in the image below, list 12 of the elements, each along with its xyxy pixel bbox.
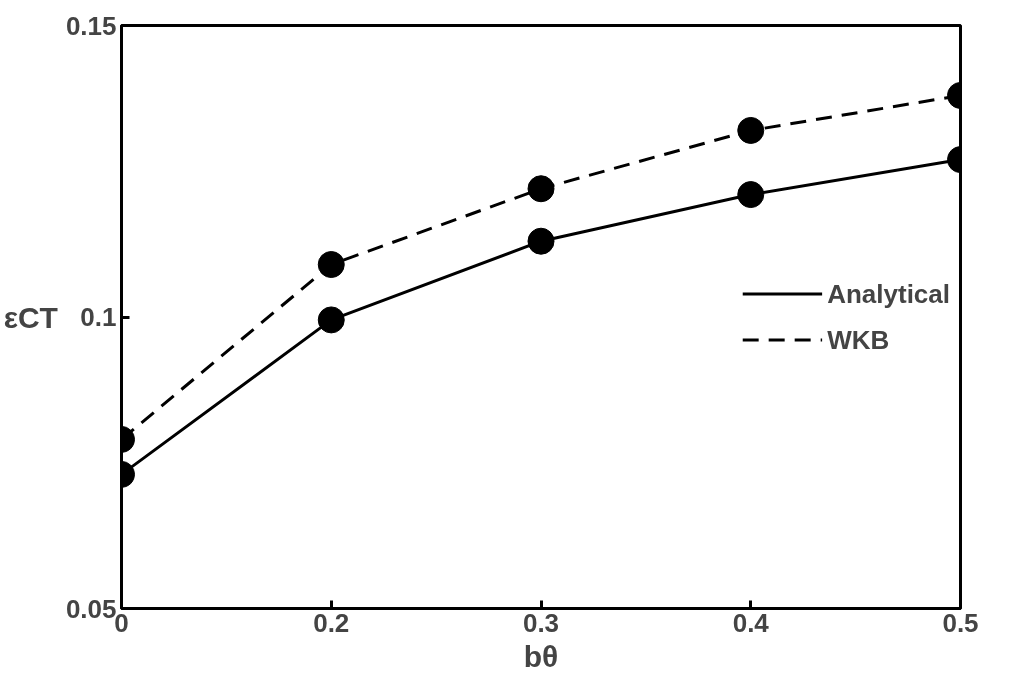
x-tick-label: 0.2 (313, 607, 350, 638)
x-axis-title: bθ (523, 639, 559, 673)
x-tick-label: 0.5 (942, 607, 979, 638)
point (527, 227, 555, 255)
point (527, 175, 555, 203)
y-axis-title: εCT (3, 300, 58, 334)
x-tick-label: 0.3 (522, 607, 560, 638)
x-tick-label: 0.4 (732, 607, 770, 638)
legend-label: Analytical (827, 278, 950, 309)
y-tick-label: 0.1 (80, 302, 117, 332)
y-tick-label: 0.15 (65, 10, 117, 41)
legend-label: WKB (827, 324, 890, 355)
